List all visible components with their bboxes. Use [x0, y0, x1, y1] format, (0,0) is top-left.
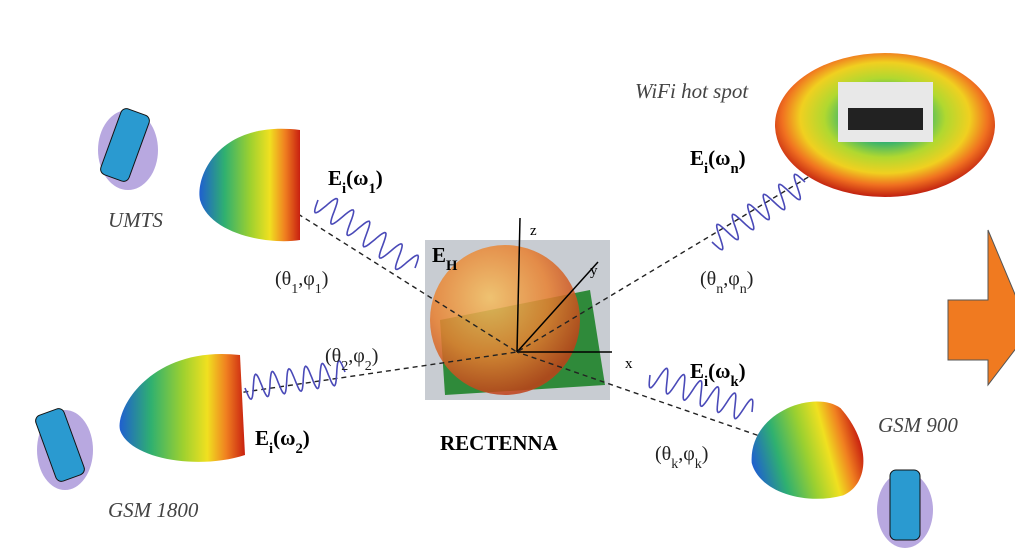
gsm900-pattern — [740, 391, 872, 516]
umts-pattern — [199, 129, 300, 241]
label-part: E — [690, 359, 704, 383]
label-part: (θ — [275, 268, 291, 290]
label-part: (ω — [708, 146, 730, 170]
label-part: k — [695, 457, 702, 472]
label-part: ) — [739, 359, 746, 383]
label-part: ,φ — [298, 268, 315, 290]
gsm1800-pattern — [120, 354, 245, 462]
label-part: (θ — [655, 443, 671, 465]
arrow — [948, 230, 1015, 385]
label-part: (ω — [346, 166, 368, 190]
label-part: 1 — [368, 181, 375, 197]
label-part: (ω — [273, 426, 295, 450]
angle-label: (θk,φk) — [655, 443, 708, 472]
label-part: H — [446, 258, 458, 274]
field-label: Ei(ωn) — [690, 146, 746, 177]
source-name: GSM 900 — [878, 413, 958, 437]
axis-label: y — [590, 263, 598, 279]
label-part: E — [255, 426, 269, 450]
label-part: k — [671, 457, 678, 472]
label-part: ) — [372, 345, 379, 367]
label-part: ,φ — [348, 345, 365, 367]
label-part: ,φ — [678, 443, 695, 465]
angle-label: (θ1,φ1) — [275, 268, 328, 297]
label-part: n — [740, 282, 747, 297]
rectenna-label: RECTENNA — [440, 431, 559, 455]
label-part: (ω — [708, 359, 730, 383]
router — [848, 108, 923, 130]
label-part: E — [432, 243, 446, 267]
label-part: 2 — [341, 359, 348, 374]
label-part: (θ — [700, 268, 716, 290]
label-part: n — [716, 282, 723, 297]
field-label: Ei(ω1) — [328, 166, 383, 197]
angle-label: (θ2,φ2) — [325, 345, 378, 374]
axis-label: x — [625, 356, 633, 372]
wave — [712, 174, 805, 249]
label-part: ) — [322, 268, 329, 290]
label-part: ,φ — [723, 268, 740, 290]
label-part: 2 — [365, 359, 372, 374]
field-label: Ei(ωk) — [690, 359, 746, 390]
label-part: ) — [747, 268, 754, 290]
label-part: 2 — [295, 441, 302, 457]
label-part: 1 — [291, 282, 298, 297]
source-name: UMTS — [108, 208, 163, 232]
source-name: WiFi hot spot — [635, 79, 749, 103]
label-part: ) — [739, 146, 746, 170]
label-part: ) — [376, 166, 383, 190]
diagram: UMTS GSM 1800 WiFi hot spot GSM 900 RECT… — [0, 0, 1015, 557]
label-part: ) — [303, 426, 310, 450]
label-part: E — [328, 166, 342, 190]
source-name: GSM 1800 — [108, 498, 199, 522]
label-part: (θ — [325, 345, 341, 367]
label-part: n — [730, 161, 738, 177]
field-label: Ei(ω2) — [255, 426, 310, 457]
label-part: ) — [702, 443, 709, 465]
angle-label: (θn,φn) — [700, 268, 753, 297]
axis-label: z — [530, 223, 537, 239]
label-part: 1 — [315, 282, 322, 297]
label-part: E — [690, 146, 704, 170]
